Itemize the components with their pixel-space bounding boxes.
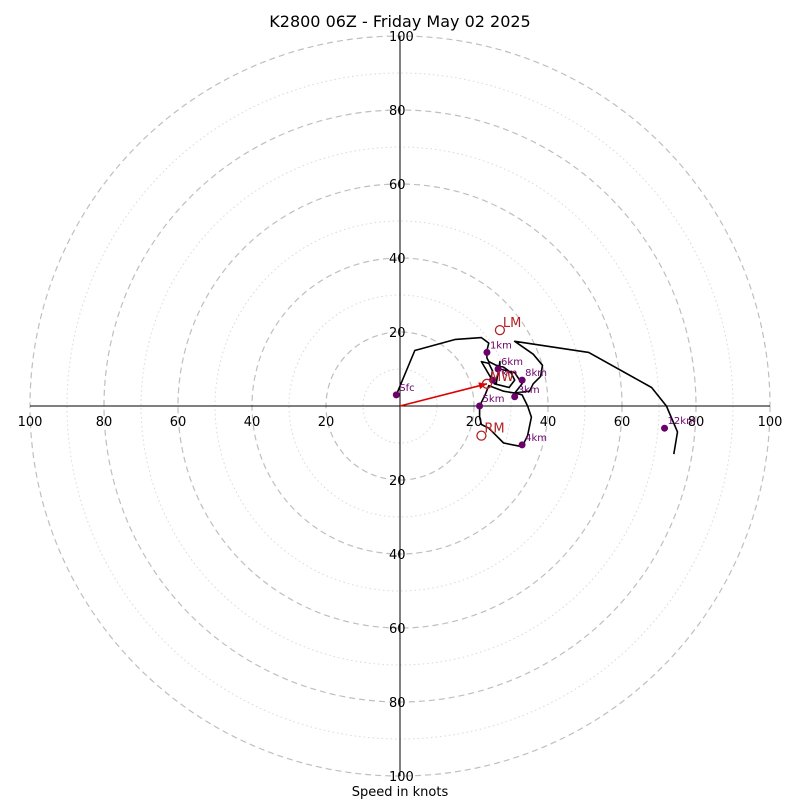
height-marker-dot [392,391,400,399]
storm-motion-label: MW [490,370,514,385]
x-tick-label: 80 [688,415,705,430]
y-tick-label: 80 [389,696,406,711]
chart-title: K2800 06Z - Friday May 02 2025 [269,12,530,31]
height-marker-dot [661,424,669,432]
height-marker-label: 3km [518,385,540,396]
y-tick-label: 20 [389,474,406,489]
y-tick-label: 60 [389,178,406,193]
height-marker-dot [476,402,484,410]
storm-motion-label: LM [503,316,521,331]
storm-motion-markers: LM RM MW [476,316,521,441]
height-marker-dot [494,365,502,373]
x-tick-label: 40 [244,415,261,430]
x-axis-label: Speed in knots [352,785,449,800]
x-tick-label: 100 [18,415,43,430]
height-marker-label: 6km [501,357,523,368]
x-tick-label: 20 [318,415,335,430]
height-marker-label: 7km [496,368,518,379]
height-marker-dot [518,441,526,449]
x-tick-label: 60 [614,415,631,430]
height-marker-label: 12km [668,416,696,427]
tick-labels: 100 80 60 40 20 20 40 60 80 100 20 40 60 80 100 20 40 60 8… [18,30,783,785]
y-tick-label: 100 [389,30,414,45]
y-tick-label: 20 [389,326,406,341]
height-marker-label: 4km [525,433,547,444]
x-tick-label: 20 [466,415,483,430]
x-tick-label: 40 [540,415,557,430]
height-marker-label: 1km [490,340,512,351]
y-tick-label: 100 [389,770,414,785]
storm-motion-label: RM [484,422,504,437]
storm-motion-circle [494,324,506,336]
storm-motion-circle [476,430,487,441]
x-tick-label: 60 [170,415,187,430]
height-marker-label: 5km [483,394,505,405]
height-marker-dot [518,376,526,384]
mean-wind-arrow-shaft [399,383,488,407]
x-tick-label: 100 [758,415,783,430]
height-marker-label: Sfc [399,383,414,394]
y-tick-label: 60 [389,622,406,637]
x-tick-label: 80 [96,415,113,430]
y-tick-label: 40 [389,548,406,563]
height-marker-label: 8km [525,368,547,379]
storm-motion-circle [481,378,493,389]
height-marker-dot [483,348,491,356]
height-marker-dot [511,393,519,401]
y-tick-label: 40 [389,252,406,267]
y-tick-label: 80 [389,104,406,119]
